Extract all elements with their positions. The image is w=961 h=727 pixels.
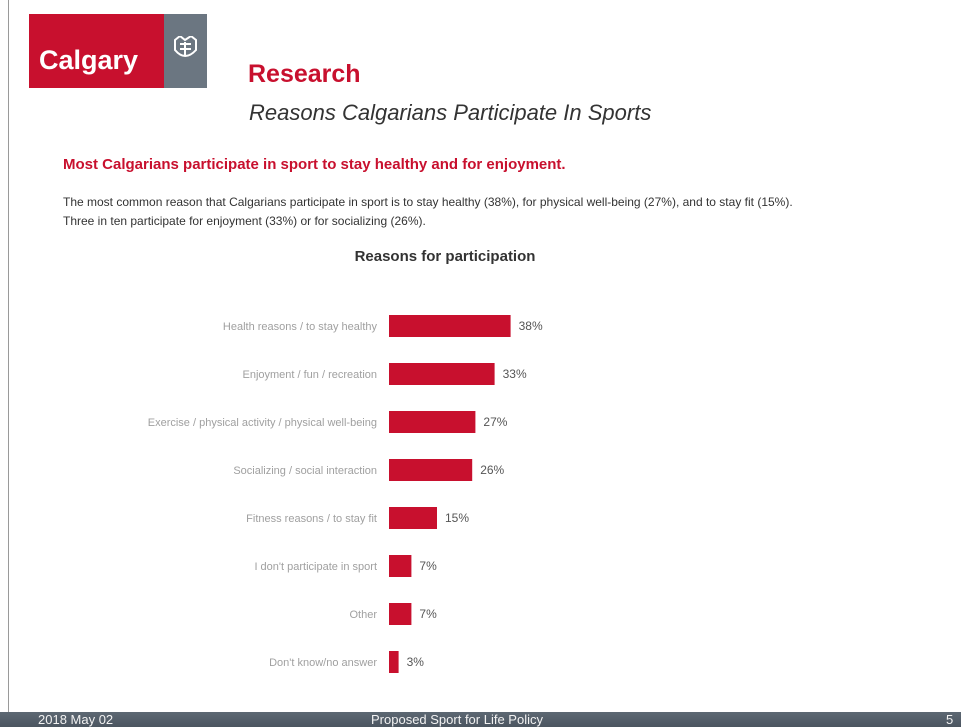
- category-label: Don't know/no answer: [269, 657, 377, 669]
- category-label: Enjoyment / fun / recreation: [242, 369, 377, 381]
- page-title: Research: [248, 60, 361, 88]
- value-label: 33%: [503, 367, 527, 381]
- category-label: Fitness reasons / to stay fit: [246, 513, 377, 525]
- category-label: Other: [349, 609, 377, 621]
- bar: [389, 459, 473, 481]
- value-label: 15%: [445, 511, 469, 525]
- slide-border: [8, 0, 9, 712]
- category-label: I don't participate in sport: [254, 561, 377, 573]
- footer-date: 2018 May 02: [38, 712, 114, 727]
- bar: [389, 507, 437, 529]
- city-crest-icon: [164, 14, 207, 88]
- logo-text: Calgary: [39, 45, 139, 75]
- value-label: 38%: [519, 319, 543, 333]
- bar: [389, 555, 412, 577]
- category-label: Health reasons / to stay healthy: [223, 321, 378, 333]
- footer-document-title: Proposed Sport for Life Policy: [371, 712, 543, 727]
- value-label: 26%: [480, 463, 504, 477]
- value-label: 7%: [419, 607, 437, 621]
- key-finding-headline: Most Calgarians participate in sport to …: [63, 156, 566, 173]
- page-subtitle: Reasons Calgarians Participate In Sports: [249, 100, 652, 125]
- footer-page-number: 5: [946, 712, 954, 727]
- bar: [389, 363, 495, 385]
- value-label: 7%: [419, 559, 437, 573]
- bar: [389, 651, 399, 673]
- value-label: 27%: [483, 415, 507, 429]
- category-label: Socializing / social interaction: [233, 465, 377, 477]
- footer-bar: 2018 May 02 Proposed Sport for Life Poli…: [0, 712, 961, 727]
- bar: [389, 603, 412, 625]
- reasons-bar-chart: Health reasons / to stay healthy 38% Enjoy…: [148, 315, 543, 673]
- summary-paragraph: The most common reason that Calgarians p…: [63, 195, 793, 228]
- chart-title: Reasons for participation: [354, 248, 536, 265]
- value-label: 3%: [407, 655, 425, 669]
- bar: [389, 411, 476, 433]
- bar: [389, 315, 511, 337]
- logo: Calgary: [29, 14, 164, 88]
- category-label: Exercise / physical activity / physical …: [148, 417, 377, 429]
